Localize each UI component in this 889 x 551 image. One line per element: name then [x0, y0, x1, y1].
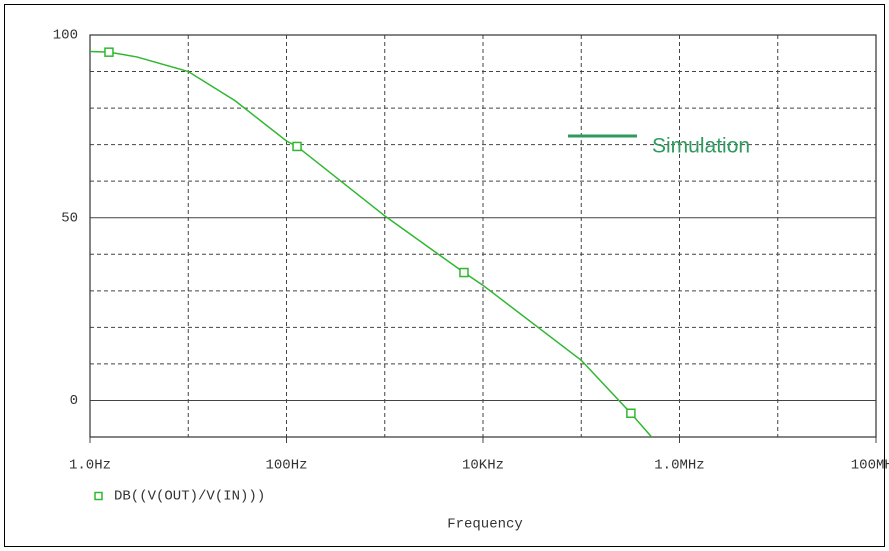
x-tick-label: 100Hz — [265, 458, 307, 474]
frame — [4, 4, 885, 547]
legend-marker — [94, 491, 103, 501]
x-tick-label: 100MHz — [851, 458, 889, 474]
annotation: Simulation — [652, 135, 750, 158]
marker — [626, 408, 636, 418]
marker — [104, 47, 114, 57]
plot-area — [89, 34, 877, 438]
y-tick-label: 50 — [61, 210, 78, 226]
x-tick-label: 10KHz — [462, 458, 504, 474]
legend-label: DB((V(OUT)/V(IN))) — [114, 489, 265, 505]
marker — [459, 267, 469, 278]
x-tick-label: 1.0Hz — [69, 458, 111, 474]
y-tick-label: 0 — [70, 393, 78, 409]
x-tick-label: 1.0MHz — [654, 458, 704, 474]
x-axis-label: Frequency — [447, 517, 523, 533]
y-tick-label: 100 — [53, 28, 78, 44]
marker — [292, 141, 302, 152]
